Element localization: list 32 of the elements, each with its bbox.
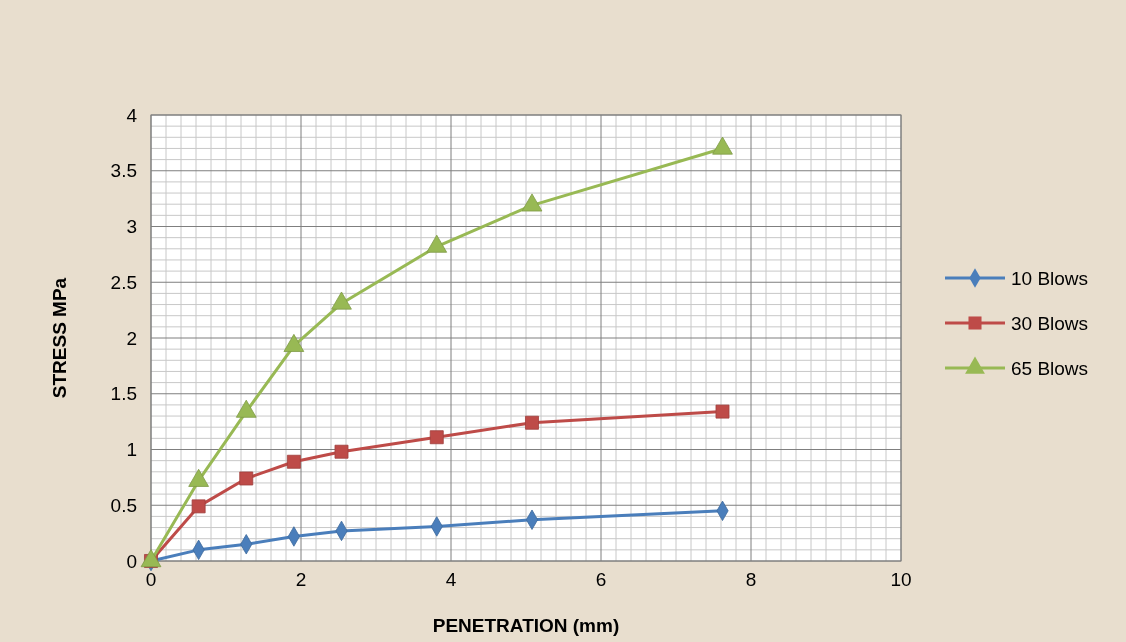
- point: [521, 193, 543, 212]
- point: [239, 471, 254, 486]
- point: [712, 136, 733, 155]
- y-tick-label: 0: [126, 550, 137, 572]
- point: [331, 291, 352, 310]
- y-tick-label: 3: [126, 216, 137, 238]
- x-tick-label: 4: [445, 569, 457, 590]
- x-axis-title: PENETRATION (mm): [432, 615, 620, 636]
- point: [426, 234, 448, 253]
- x-tick-label: 8: [745, 569, 757, 590]
- y-tick-label: 1: [126, 439, 137, 461]
- x-tick-label: 2: [295, 569, 307, 590]
- y-tick-label: 3.5: [110, 160, 137, 182]
- y-tick-label: 2.5: [110, 271, 137, 293]
- legend-label: 30 Blows: [1011, 312, 1089, 334]
- y-tick-label: 0.5: [110, 494, 137, 516]
- point: [191, 499, 206, 514]
- y-tick-label: 4: [126, 104, 138, 126]
- point: [525, 415, 539, 430]
- point: [286, 454, 301, 469]
- point: [715, 404, 730, 419]
- y-tick-label: 1.5: [110, 383, 137, 405]
- point: [334, 444, 349, 459]
- x-tick-label: 10: [890, 569, 912, 590]
- legend-label: 10 Blows: [1011, 267, 1089, 289]
- y-axis-title: STRESS MPa: [49, 277, 70, 399]
- point: [429, 430, 444, 445]
- legend-label: 65 Blows: [1011, 357, 1089, 379]
- point: [283, 333, 305, 352]
- x-tick-label: 0: [145, 569, 157, 590]
- y-tick-label: 2: [126, 327, 137, 349]
- x-tick-label: 6: [595, 569, 607, 590]
